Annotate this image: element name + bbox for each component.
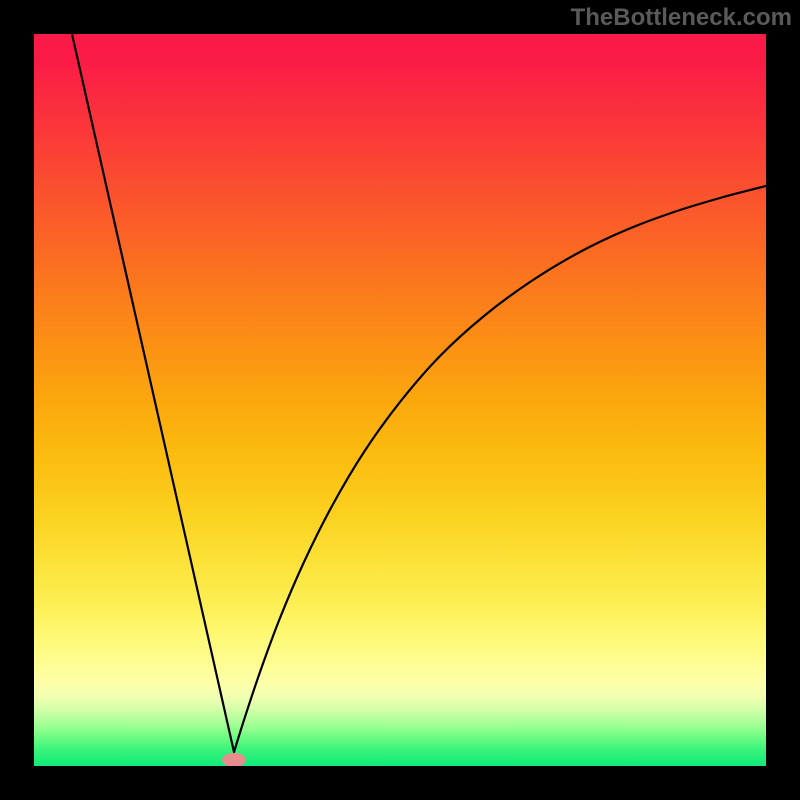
chart-container: TheBottleneck.com bbox=[0, 0, 800, 800]
watermark-text: TheBottleneck.com bbox=[571, 4, 792, 32]
gradient-background bbox=[34, 34, 766, 766]
optimum-marker bbox=[222, 753, 246, 767]
bottleneck-chart bbox=[0, 0, 800, 800]
